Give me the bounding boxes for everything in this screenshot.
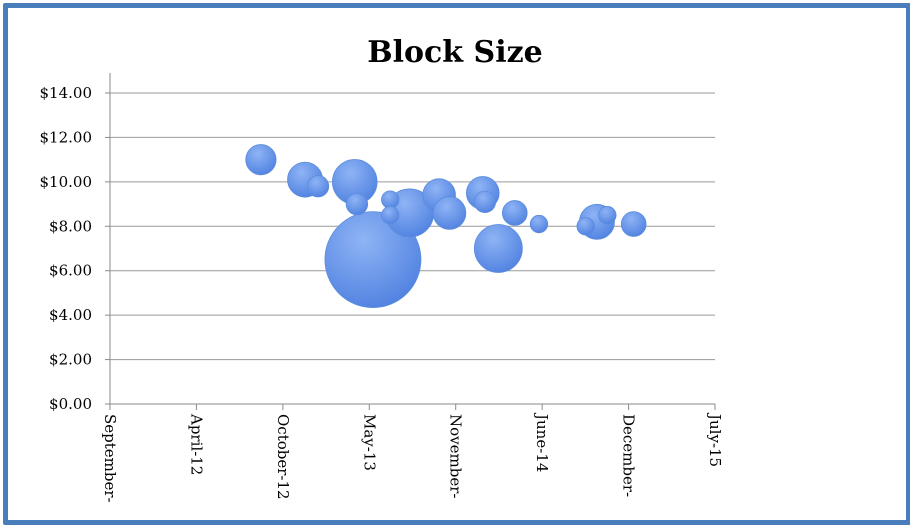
x-tick-label: October-12 <box>274 414 292 500</box>
bubble-point <box>306 175 330 198</box>
bubble-point <box>473 190 497 213</box>
y-tick-label: $0.00 <box>49 395 92 413</box>
axes <box>109 73 716 410</box>
x-tick-label: September- <box>101 414 119 503</box>
bubble-point <box>381 206 400 225</box>
bubble-point <box>529 214 549 234</box>
y-tick-label: $14.00 <box>40 84 93 102</box>
bubble-point <box>620 211 647 237</box>
bubble-point <box>324 211 422 309</box>
chart-title: Block Size <box>367 35 542 70</box>
y-tick-label: $8.00 <box>49 217 92 235</box>
bubble-point <box>576 217 595 236</box>
x-tick-label: July-15 <box>706 412 724 467</box>
y-tick-label: $12.00 <box>40 128 93 146</box>
bubble-point <box>432 196 467 230</box>
x-tick-label: December- <box>620 414 638 497</box>
bubble-point <box>501 200 528 226</box>
bubble-point <box>345 192 369 216</box>
bubble-point <box>381 190 400 209</box>
chart-frame <box>3 3 910 525</box>
y-tick-label: $6.00 <box>49 262 92 280</box>
bubbles <box>245 144 647 309</box>
y-tick-label: $2.00 <box>49 351 92 369</box>
y-tick-labels: $0.00 $2.00 $4.00 $6.00 $8.00 $10.00 $12.00 $14… <box>40 84 93 413</box>
bubble-point <box>473 224 523 273</box>
x-tick-label: May-13 <box>360 414 378 471</box>
x-tick-labels: September- April-12 October-12 May-13 Novemb… <box>101 412 724 503</box>
bubble-point <box>245 144 277 176</box>
x-tick-label: June-14 <box>533 412 551 472</box>
x-tick-label: November- <box>447 414 465 498</box>
y-tick-label: $4.00 <box>49 306 92 324</box>
y-tick-label: $10.00 <box>40 173 93 191</box>
x-tick-label: April-12 <box>187 413 205 475</box>
bubble-point <box>598 206 617 225</box>
